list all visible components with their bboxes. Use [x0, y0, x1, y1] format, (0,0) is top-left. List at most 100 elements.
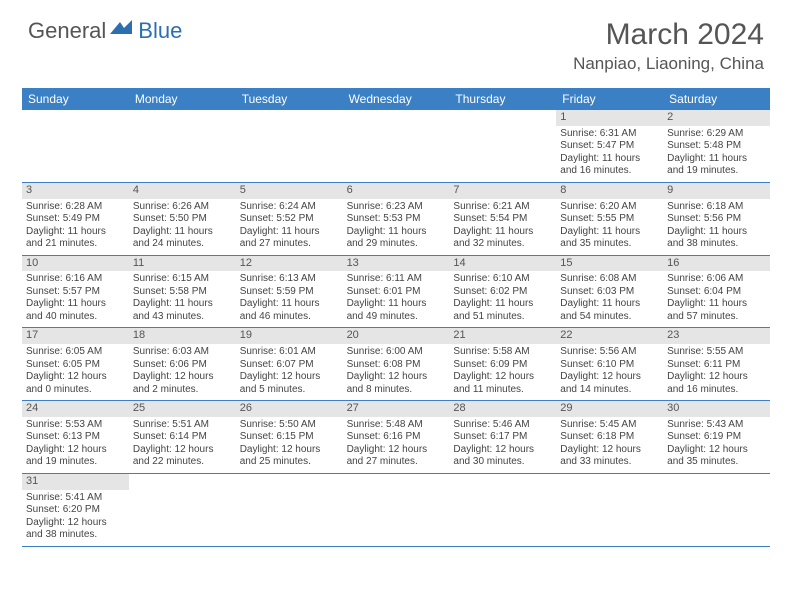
day-number: 4 — [129, 183, 236, 199]
empty-day-cell — [343, 110, 450, 182]
weekday-header: Thursday — [449, 88, 556, 110]
day-day1: Daylight: 11 hours — [667, 226, 766, 239]
day-number: 27 — [343, 401, 450, 417]
weekday-header: Friday — [556, 88, 663, 110]
day-day2: and 27 minutes. — [240, 238, 339, 251]
day-day1: Daylight: 12 hours — [453, 444, 552, 457]
day-sunset: Sunset: 6:07 PM — [240, 359, 339, 372]
weekday-header: Wednesday — [343, 88, 450, 110]
day-sunrise: Sunrise: 6:11 AM — [347, 273, 446, 286]
day-sunrise: Sunrise: 6:20 AM — [560, 201, 659, 214]
empty-day-cell — [236, 474, 343, 546]
day-day1: Daylight: 11 hours — [347, 226, 446, 239]
empty-day-cell — [343, 474, 450, 546]
day-day1: Daylight: 12 hours — [133, 444, 232, 457]
day-sunrise: Sunrise: 6:15 AM — [133, 273, 232, 286]
day-sunset: Sunset: 6:20 PM — [26, 504, 125, 517]
day-number: 1 — [556, 110, 663, 126]
day-cell: 15Sunrise: 6:08 AMSunset: 6:03 PMDayligh… — [556, 256, 663, 328]
day-number: 31 — [22, 474, 129, 490]
day-number: 15 — [556, 256, 663, 272]
day-number: 19 — [236, 328, 343, 344]
day-day2: and 5 minutes. — [240, 384, 339, 397]
weekday-header: Sunday — [22, 88, 129, 110]
day-day1: Daylight: 11 hours — [240, 226, 339, 239]
day-sunrise: Sunrise: 6:05 AM — [26, 346, 125, 359]
calendar-body: 1Sunrise: 6:31 AMSunset: 5:47 PMDaylight… — [22, 110, 770, 547]
day-sunset: Sunset: 5:56 PM — [667, 213, 766, 226]
day-number: 26 — [236, 401, 343, 417]
empty-day-cell — [449, 474, 556, 546]
day-sunrise: Sunrise: 6:00 AM — [347, 346, 446, 359]
day-cell: 25Sunrise: 5:51 AMSunset: 6:14 PMDayligh… — [129, 401, 236, 473]
day-day2: and 54 minutes. — [560, 311, 659, 324]
day-cell: 16Sunrise: 6:06 AMSunset: 6:04 PMDayligh… — [663, 256, 770, 328]
day-cell: 13Sunrise: 6:11 AMSunset: 6:01 PMDayligh… — [343, 256, 450, 328]
empty-day-cell — [449, 110, 556, 182]
day-sunrise: Sunrise: 5:53 AM — [26, 419, 125, 432]
day-number: 12 — [236, 256, 343, 272]
day-cell: 17Sunrise: 6:05 AMSunset: 6:05 PMDayligh… — [22, 328, 129, 400]
day-sunset: Sunset: 5:52 PM — [240, 213, 339, 226]
day-sunrise: Sunrise: 6:01 AM — [240, 346, 339, 359]
week-row: 10Sunrise: 6:16 AMSunset: 5:57 PMDayligh… — [22, 256, 770, 329]
page-title: March 2024 — [573, 18, 764, 52]
day-sunrise: Sunrise: 6:24 AM — [240, 201, 339, 214]
empty-day-cell — [129, 110, 236, 182]
day-day1: Daylight: 11 hours — [453, 226, 552, 239]
day-day1: Daylight: 12 hours — [26, 444, 125, 457]
day-sunrise: Sunrise: 5:41 AM — [26, 492, 125, 505]
day-cell: 3Sunrise: 6:28 AMSunset: 5:49 PMDaylight… — [22, 183, 129, 255]
day-cell: 5Sunrise: 6:24 AMSunset: 5:52 PMDaylight… — [236, 183, 343, 255]
day-number: 16 — [663, 256, 770, 272]
day-number: 11 — [129, 256, 236, 272]
day-day1: Daylight: 11 hours — [560, 153, 659, 166]
day-day2: and 33 minutes. — [560, 456, 659, 469]
day-number: 29 — [556, 401, 663, 417]
day-day2: and 43 minutes. — [133, 311, 232, 324]
empty-day-cell — [129, 474, 236, 546]
day-day2: and 46 minutes. — [240, 311, 339, 324]
day-sunset: Sunset: 6:16 PM — [347, 431, 446, 444]
day-cell: 8Sunrise: 6:20 AMSunset: 5:55 PMDaylight… — [556, 183, 663, 255]
day-number: 18 — [129, 328, 236, 344]
day-sunrise: Sunrise: 5:50 AM — [240, 419, 339, 432]
day-sunset: Sunset: 6:09 PM — [453, 359, 552, 372]
day-number: 30 — [663, 401, 770, 417]
location-text: Nanpiao, Liaoning, China — [573, 54, 764, 74]
day-cell: 9Sunrise: 6:18 AMSunset: 5:56 PMDaylight… — [663, 183, 770, 255]
day-sunrise: Sunrise: 5:51 AM — [133, 419, 232, 432]
day-day1: Daylight: 12 hours — [26, 371, 125, 384]
day-day1: Daylight: 11 hours — [453, 298, 552, 311]
day-number: 24 — [22, 401, 129, 417]
day-cell: 29Sunrise: 5:45 AMSunset: 6:18 PMDayligh… — [556, 401, 663, 473]
day-sunrise: Sunrise: 6:29 AM — [667, 128, 766, 141]
day-sunrise: Sunrise: 6:31 AM — [560, 128, 659, 141]
day-day1: Daylight: 12 hours — [26, 517, 125, 530]
day-sunset: Sunset: 6:13 PM — [26, 431, 125, 444]
day-day2: and 19 minutes. — [667, 165, 766, 178]
day-cell: 18Sunrise: 6:03 AMSunset: 6:06 PMDayligh… — [129, 328, 236, 400]
day-day1: Daylight: 12 hours — [240, 444, 339, 457]
day-day2: and 49 minutes. — [347, 311, 446, 324]
day-sunset: Sunset: 5:48 PM — [667, 140, 766, 153]
day-day1: Daylight: 11 hours — [133, 226, 232, 239]
day-sunset: Sunset: 6:04 PM — [667, 286, 766, 299]
day-number: 6 — [343, 183, 450, 199]
day-day1: Daylight: 12 hours — [347, 371, 446, 384]
day-sunrise: Sunrise: 6:13 AM — [240, 273, 339, 286]
empty-day-cell — [556, 474, 663, 546]
header: General Blue March 2024 Nanpiao, Liaonin… — [0, 0, 792, 82]
day-day2: and 57 minutes. — [667, 311, 766, 324]
day-cell: 2Sunrise: 6:29 AMSunset: 5:48 PMDaylight… — [663, 110, 770, 182]
day-sunrise: Sunrise: 6:23 AM — [347, 201, 446, 214]
day-sunset: Sunset: 5:49 PM — [26, 213, 125, 226]
day-day1: Daylight: 12 hours — [133, 371, 232, 384]
day-day1: Daylight: 11 hours — [133, 298, 232, 311]
day-sunset: Sunset: 5:58 PM — [133, 286, 232, 299]
day-cell: 12Sunrise: 6:13 AMSunset: 5:59 PMDayligh… — [236, 256, 343, 328]
day-sunrise: Sunrise: 5:46 AM — [453, 419, 552, 432]
day-day1: Daylight: 12 hours — [347, 444, 446, 457]
flag-icon — [110, 20, 136, 43]
day-number: 2 — [663, 110, 770, 126]
